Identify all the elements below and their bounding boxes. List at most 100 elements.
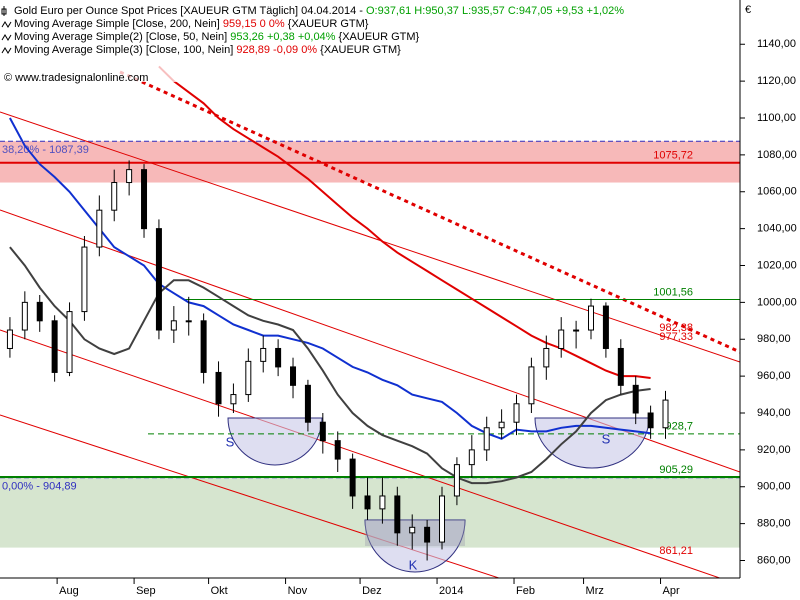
candle-body [126,169,133,184]
x-tick-label: Nov [288,585,308,597]
candle-body [260,347,267,362]
level-label: 982,38 [659,322,693,334]
y-tick-label: 1080,00 [757,149,797,161]
candle-body [96,209,103,248]
candle-body [6,329,13,349]
x-tick-label: Aug [59,585,79,597]
drawings [0,70,740,578]
moving-average [9,246,651,485]
moving-average [158,65,651,379]
legend-icon [1,21,12,28]
candle-body [81,246,88,313]
x-tick-label: Apr [663,585,680,597]
y-tick-label: 1120,00 [757,75,796,87]
legend-icon [1,47,12,54]
candle-body [319,421,326,442]
candle-body [453,464,460,497]
legend: Gold Euro per Ounce Spot Prices [XAUEUR … [0,0,624,84]
source-text: www.tradesignalonline.com [14,72,148,84]
y-tick-label: 960,00 [757,370,791,382]
x-tick-label: 2014 [439,585,463,597]
candle-body [36,301,43,322]
candle-body [215,371,222,405]
x-tick-label: Sep [136,585,156,597]
y-tick-label: 1140,00 [757,38,796,50]
level-label: 905,29 [659,464,693,476]
candle-body [394,495,401,534]
legend-tag: {XAUEUR GTM} [288,18,369,30]
candle-body [647,412,654,429]
level-label: 977,33 [659,331,693,343]
y-tick-label: 1000,00 [757,296,797,308]
x-tick-label: Okt [211,585,228,597]
channel-line [0,329,722,578]
y-tick-label: 1020,00 [757,259,797,271]
legend-entry: Moving Average Simple(2) [Close, 50, Nei… [14,31,420,43]
candle-body [424,526,431,543]
plot-area: 38,20% - 1087,39 0,00% - 904,89 1075,72 100… [0,65,740,572]
candle-body [230,394,237,405]
y-tick-label: 1100,00 [757,112,796,124]
candle-body [290,366,297,386]
candle-body [617,347,624,386]
candle-body [245,360,252,396]
legend-icon [1,6,7,16]
pattern-label: S [226,434,235,449]
level-label: 1075,72 [653,150,693,162]
candle-body [364,495,371,510]
legend-value-text: 953,26 +0,38 +0,04% [230,31,335,43]
candle-body [483,427,490,451]
candle-body [528,366,535,405]
legend-value-text: 928,89 -0,09 0% [236,44,317,56]
legend-icon [1,34,12,41]
legend-value-text: 959,15 0 0% [223,18,285,30]
candle-body [334,440,341,460]
candle-body [349,458,356,497]
candle-body [543,347,550,368]
candle-body [439,495,446,543]
dotted-trend-line [119,70,740,354]
candle-body [275,347,282,368]
candle-body [66,311,73,373]
y-tick-label: 1060,00 [757,186,797,198]
band-label: 38,20% - 1087,39 [2,144,89,156]
candle-body [409,526,416,534]
candle-body [51,320,58,373]
candle-body [155,228,162,331]
level-label: 1001,56 [653,286,693,298]
legend-name: Moving Average Simple(2) [Close, 50, Nei… [14,31,227,43]
y-tick-label: 940,00 [757,407,791,419]
level-label: 861,21 [659,545,693,557]
candle-body [111,182,118,211]
candle-body [588,305,595,331]
candle-body [379,495,386,510]
unit-label: € [745,4,751,16]
pattern-label: K [409,557,418,572]
y-tick-label: 900,00 [757,481,791,493]
candle-body [141,169,148,230]
candle-body [468,449,475,466]
legend-background [0,0,420,82]
pattern-label: S [602,431,611,446]
candle-body [558,329,565,349]
legend-name: Moving Average Simple [Close, 200, Nein] [14,18,220,30]
candle-body [185,320,192,323]
moving-average [9,117,651,440]
level-label: 928,7 [665,421,693,433]
y-tick-label: 1040,00 [757,223,797,235]
candle-body [602,305,609,349]
x-tick-label: Mrz [586,585,604,597]
band-label: 0,00% - 904,89 [2,481,77,493]
x-tick-label: Feb [516,585,535,597]
candle-body [632,384,639,414]
candle-body [513,403,520,423]
legend-title: Gold Euro per Ounce Spot Prices [XAUEUR … [14,5,624,17]
legend-name: Moving Average Simple(3) [Close, 100, Ne… [14,44,233,56]
y-tick-label: 980,00 [757,333,791,345]
legend-entry: Moving Average Simple(3) [Close, 100, Ne… [14,44,401,56]
y-tick-label: 880,00 [757,518,791,530]
title-values: O:937,61 H:950,37 L:935,57 C:947,05 +9,5… [366,5,624,17]
candle-body [170,320,177,331]
